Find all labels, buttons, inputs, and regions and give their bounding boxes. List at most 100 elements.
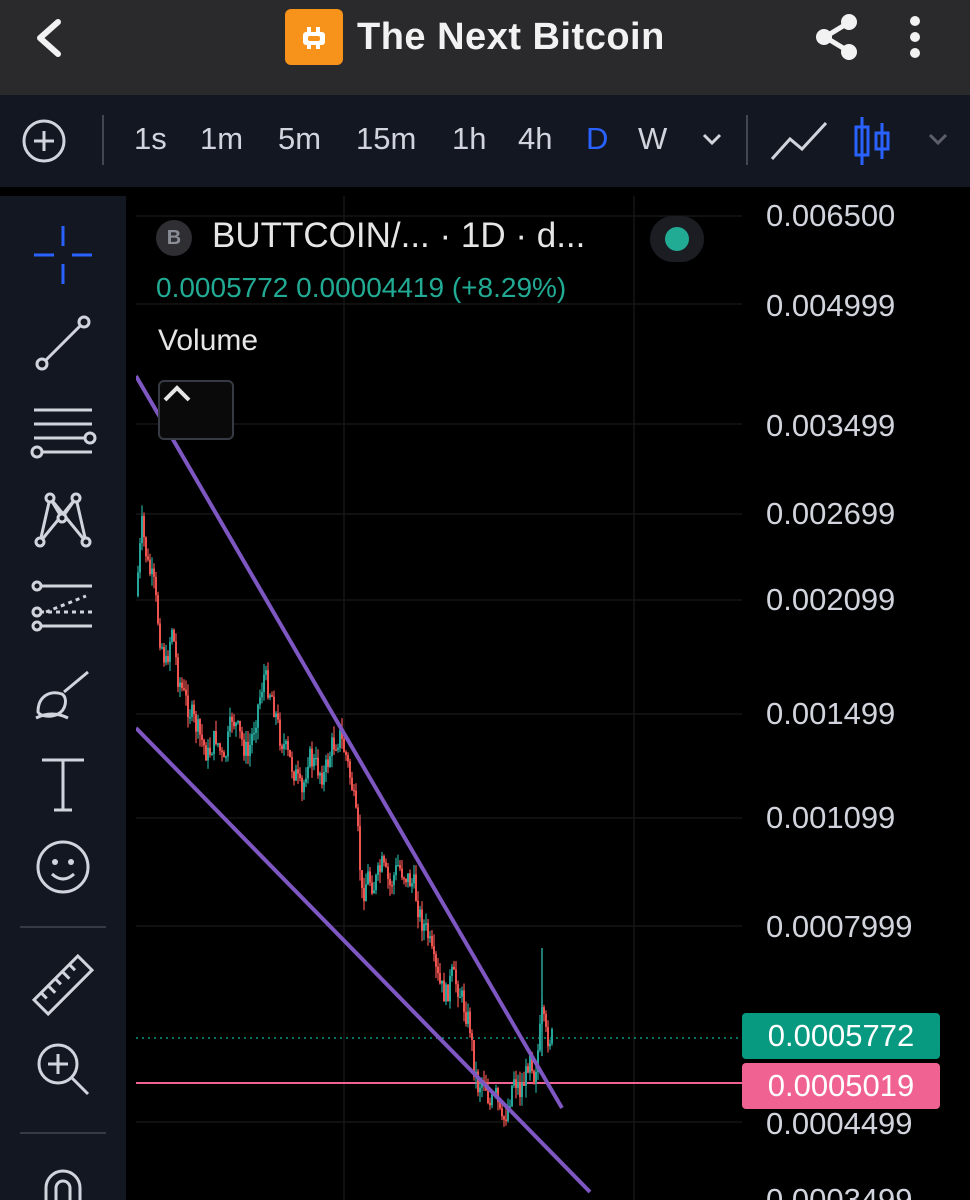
candle-body (549, 1043, 551, 1047)
forecast-tool-icon[interactable] (28, 572, 98, 642)
magnet-icon[interactable] (28, 1156, 98, 1200)
share-icon[interactable] (812, 12, 862, 62)
candle-body (217, 743, 219, 745)
candle-body (235, 722, 237, 727)
candle-body (537, 1050, 539, 1072)
fib-retracement-icon[interactable] (28, 396, 98, 466)
candle-body (477, 1071, 479, 1093)
sidebar-divider (20, 926, 106, 928)
candle-body (353, 789, 355, 792)
candle-body (427, 923, 429, 939)
candle-body (143, 515, 145, 538)
market-status-indicator[interactable] (650, 216, 704, 262)
candle-body (243, 739, 245, 756)
candle-body (169, 641, 171, 662)
candle-body (317, 757, 319, 776)
interval-1h[interactable]: 1h (452, 121, 487, 156)
candlestick-chart-icon[interactable] (852, 115, 892, 167)
candle-body (525, 1066, 527, 1086)
candle-body (539, 1023, 541, 1051)
price-axis-label: 0.002099 (766, 582, 895, 617)
candle-body (237, 720, 239, 723)
candle-body (177, 657, 179, 687)
candle-body (325, 759, 327, 773)
candle-body (245, 741, 247, 756)
candle-body (205, 745, 207, 761)
sidebar-divider (20, 1132, 106, 1134)
market-open-dot (665, 227, 689, 251)
candle-body (339, 729, 341, 748)
candle-body (543, 1007, 545, 1015)
zoom-in-icon[interactable] (28, 1034, 98, 1104)
candle-body (509, 1105, 511, 1108)
candle-body (187, 695, 189, 718)
pattern-tool-icon[interactable] (28, 484, 98, 554)
lower-trend-line[interactable] (136, 726, 592, 1194)
chart-toolbar: 1s 1m 5m 15m 1h 4h D W (0, 95, 970, 187)
candle-body (369, 871, 371, 883)
candle-body (279, 719, 281, 746)
candle-body (183, 688, 185, 690)
candle-body (531, 1052, 533, 1072)
text-tool-icon[interactable] (28, 748, 98, 818)
candle-body (387, 866, 389, 879)
candle-body (545, 1014, 547, 1027)
candle-body (415, 874, 417, 901)
interval-15m[interactable]: 15m (356, 121, 417, 156)
candle-body (365, 884, 367, 902)
candle-body (223, 752, 225, 758)
candle-body (261, 692, 263, 698)
interval-d[interactable]: D (586, 121, 609, 156)
candle-body (303, 782, 305, 793)
candle-body (305, 778, 307, 783)
collapse-legend-button[interactable] (158, 380, 234, 440)
alert-price-badge[interactable]: 0.0005019 (742, 1063, 940, 1109)
ruler-icon[interactable] (28, 950, 98, 1020)
candle-body (291, 756, 293, 772)
candle-body (199, 719, 201, 735)
crosshair-icon[interactable] (28, 220, 98, 290)
candle-body (267, 670, 269, 698)
more-options-icon[interactable] (900, 14, 930, 60)
candle-body (363, 888, 365, 902)
brush-icon[interactable] (28, 660, 98, 730)
candle-body (341, 729, 343, 739)
candle-body (207, 747, 209, 761)
candle-body (383, 856, 385, 863)
candle-body (201, 734, 203, 740)
candle-body (451, 966, 453, 977)
candle-body (191, 704, 193, 717)
interval-w[interactable]: W (638, 121, 668, 156)
emoji-icon[interactable] (28, 832, 98, 902)
header-title-group: The Next Bitcoin (285, 9, 665, 65)
chevron-down-icon[interactable] (924, 125, 952, 153)
candle-body (157, 595, 159, 624)
candle-body (333, 737, 335, 750)
candle-body (329, 756, 331, 767)
interval-5m[interactable]: 5m (278, 121, 322, 156)
volume-indicator-label[interactable]: Volume (158, 324, 259, 357)
candle-body (215, 730, 217, 744)
trend-line-icon[interactable] (28, 308, 98, 378)
chevron-down-icon[interactable] (698, 125, 726, 153)
chart-canvas[interactable]: 0.006500 0.004999 0.003499 0.002699 0.002099… (136, 196, 970, 1200)
candle-body (337, 747, 339, 750)
candle-body (413, 874, 415, 884)
candle-body (447, 984, 449, 1002)
add-indicator-icon[interactable] (20, 117, 68, 165)
candle-body (395, 865, 397, 876)
price-axis: 0.006500 0.004999 0.003499 0.002699 0.002099… (766, 198, 913, 1200)
interval-1s[interactable]: 1s (134, 121, 167, 156)
candle-body (515, 1079, 517, 1088)
candle-body (399, 865, 401, 869)
candle-body (501, 1108, 503, 1117)
line-chart-icon[interactable] (770, 119, 828, 163)
interval-4h[interactable]: 4h (518, 121, 553, 156)
interval-1m[interactable]: 1m (200, 121, 244, 156)
candle-body (435, 954, 437, 967)
back-arrow-icon[interactable] (28, 16, 72, 60)
candle-body (277, 713, 279, 720)
candle-body (519, 1082, 521, 1098)
price-chart[interactable]: 0.006500 0.004999 0.003499 0.002699 0.002099… (136, 196, 970, 1200)
upper-trend-line[interactable] (136, 374, 564, 1110)
